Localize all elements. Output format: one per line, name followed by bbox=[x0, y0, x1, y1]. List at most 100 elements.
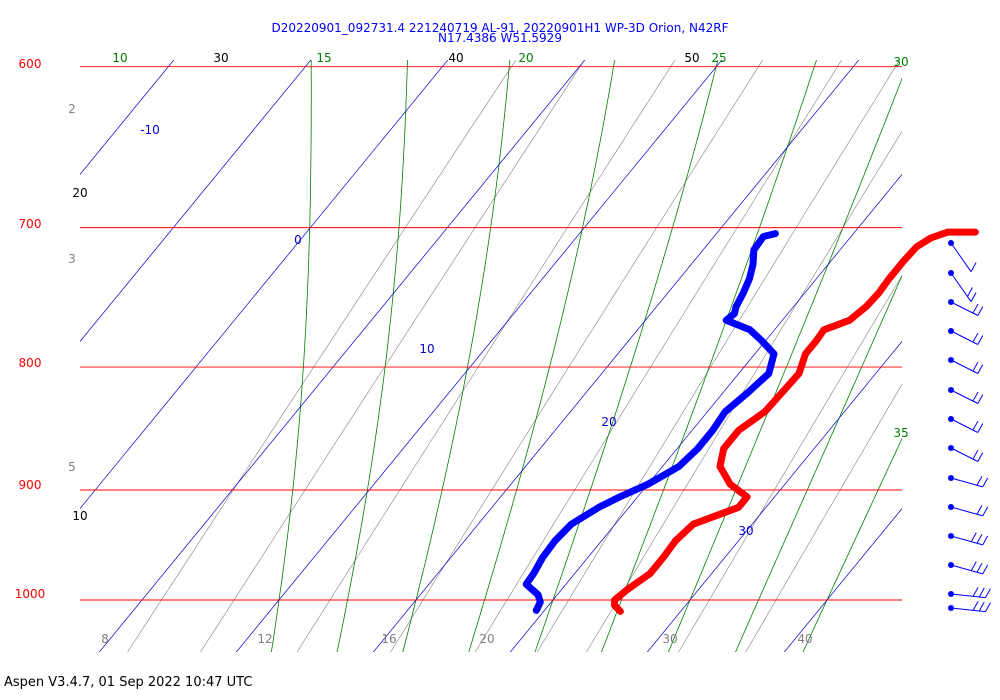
mixing-ratio-line bbox=[200, 60, 585, 652]
wind-barb bbox=[948, 601, 991, 613]
isotherm-line bbox=[882, 0, 1000, 700]
mixing-ratio-label: 20 bbox=[479, 632, 494, 646]
wind-barb bbox=[948, 357, 984, 374]
wind-barb bbox=[948, 387, 984, 404]
dewpoint-profile-point bbox=[770, 350, 778, 358]
temperature-profile-point bbox=[886, 275, 893, 282]
theta-e-label: 35 bbox=[893, 426, 908, 440]
isotherm-line bbox=[80, 60, 312, 343]
isotherm-label: 10 bbox=[419, 342, 434, 356]
dewpoint-profile-point bbox=[523, 581, 530, 588]
theta-label: 10 bbox=[72, 509, 87, 523]
isotherm-line bbox=[80, 60, 449, 510]
wind-barb bbox=[948, 240, 977, 272]
theta-e-label: 25 bbox=[711, 51, 726, 65]
wind-barb bbox=[948, 504, 989, 517]
temperature-profile-point bbox=[802, 350, 809, 358]
isotherm-line bbox=[235, 60, 723, 652]
mixing-ratio-label: 30 bbox=[662, 632, 677, 646]
axis-labels: 600 700 800 900 1000 -10 0 10 20 30 30 40 50 20 10 10 15… bbox=[15, 51, 909, 646]
dewpoint-profile-point bbox=[758, 337, 765, 344]
mixing-ratio-line bbox=[745, 383, 902, 652]
dewpoint-profile-point bbox=[760, 233, 767, 240]
moist-adiabat-line bbox=[336, 60, 408, 652]
dewpoint-profile-point bbox=[675, 463, 683, 470]
temperature-profile-point bbox=[720, 445, 727, 452]
moist-adiabat-line bbox=[667, 77, 902, 652]
dewpoint-profile-point bbox=[568, 521, 575, 528]
theta-e-label: 10 bbox=[112, 51, 127, 65]
theta-label: 40 bbox=[448, 51, 463, 65]
dewpoint-profile-point bbox=[744, 389, 751, 396]
wind-barbs bbox=[948, 240, 991, 613]
moist-adiabat-line bbox=[735, 274, 902, 652]
dewpoint-profile-line bbox=[522, 230, 779, 614]
dewpoint-profile-point bbox=[694, 445, 701, 452]
wind-barb bbox=[948, 270, 977, 302]
temperature-profile-point bbox=[716, 463, 724, 470]
dewpoint-profile-point bbox=[732, 303, 740, 310]
isotherm-line bbox=[80, 60, 175, 175]
dewpoint-profile-point bbox=[644, 481, 652, 488]
dewpoint-profile-point bbox=[551, 537, 559, 545]
temperature-profile-point bbox=[617, 608, 624, 615]
pressure-label: 900 bbox=[19, 478, 42, 492]
wind-barb bbox=[948, 445, 984, 462]
chart-title: D20220901_092731.4 221240719 AL-91, 2022… bbox=[271, 21, 728, 35]
temperature-profile-point bbox=[624, 586, 631, 593]
moist-adiabat-line bbox=[468, 60, 616, 652]
dewpoint-profile-point bbox=[709, 427, 716, 434]
mixing-ratio-label: 16 bbox=[381, 632, 396, 646]
moist-adiabat-line bbox=[601, 60, 817, 652]
theta-label: 20 bbox=[72, 186, 87, 200]
dewpoint-profile-point bbox=[533, 607, 540, 614]
isotherm-line bbox=[372, 60, 860, 652]
dewpoint-profile-point bbox=[749, 261, 757, 268]
pressure-label: 700 bbox=[19, 217, 42, 231]
pressure-label: 1000 bbox=[15, 587, 46, 601]
mixing-ratio-line bbox=[678, 274, 902, 652]
dewpoint-profile-point bbox=[595, 504, 603, 511]
dewpoint-profile-point bbox=[722, 408, 729, 415]
isotherm-label: 0 bbox=[294, 233, 302, 247]
dewpoint-profile-point bbox=[530, 570, 537, 577]
temperature-profile-point bbox=[927, 234, 934, 242]
pressure-label: 800 bbox=[19, 356, 42, 370]
dewpoint-profile-point bbox=[539, 554, 546, 561]
mixing-ratio-label: 40 bbox=[797, 632, 812, 646]
temperature-profile-point bbox=[820, 326, 828, 333]
wind-barb bbox=[948, 416, 984, 433]
dewpoint-profile-point bbox=[772, 230, 779, 237]
temperature-profile-point bbox=[913, 243, 920, 250]
temperature-profile-point bbox=[735, 427, 742, 434]
mixing-ratio-line bbox=[536, 60, 901, 652]
footer-text: Aspen V3.4.7, 01 Sep 2022 10:47 UTC bbox=[4, 675, 252, 690]
mixing-ratio-line bbox=[296, 60, 676, 652]
temperature-profile-point bbox=[611, 596, 618, 604]
temperature-profile-point bbox=[972, 228, 979, 236]
temperature-profile-point bbox=[672, 537, 679, 545]
dewpoint-profile-point bbox=[765, 370, 772, 377]
chart-subtitle: N17.4386 W51.5929 bbox=[438, 31, 562, 45]
wind-barb bbox=[948, 328, 984, 345]
dewpoint-profile-point bbox=[746, 326, 754, 333]
temperature-profile-point bbox=[813, 337, 820, 344]
temperature-profile-point bbox=[944, 228, 952, 236]
mixing-ratio-label: 5 bbox=[68, 460, 76, 474]
temperature-profile-point bbox=[660, 554, 667, 561]
temperature-profile-point bbox=[611, 602, 618, 609]
dewpoint-profile-point bbox=[750, 246, 758, 253]
moist-adiabat-line bbox=[402, 60, 511, 652]
theta-label: 50 bbox=[684, 51, 699, 65]
temperature-profile-point bbox=[778, 389, 785, 396]
temperature-profile-point bbox=[846, 317, 853, 324]
mixing-ratio-label: 12 bbox=[257, 632, 272, 646]
dewpoint-profile-point bbox=[616, 493, 623, 501]
dewpoint-profile-point bbox=[740, 289, 747, 296]
isotherm-line bbox=[646, 340, 902, 652]
isotherm-label: 30 bbox=[738, 524, 753, 538]
mixing-ratio-line bbox=[474, 60, 843, 652]
mixing-ratio-line bbox=[390, 60, 764, 652]
temperature-profile-point bbox=[863, 303, 870, 310]
